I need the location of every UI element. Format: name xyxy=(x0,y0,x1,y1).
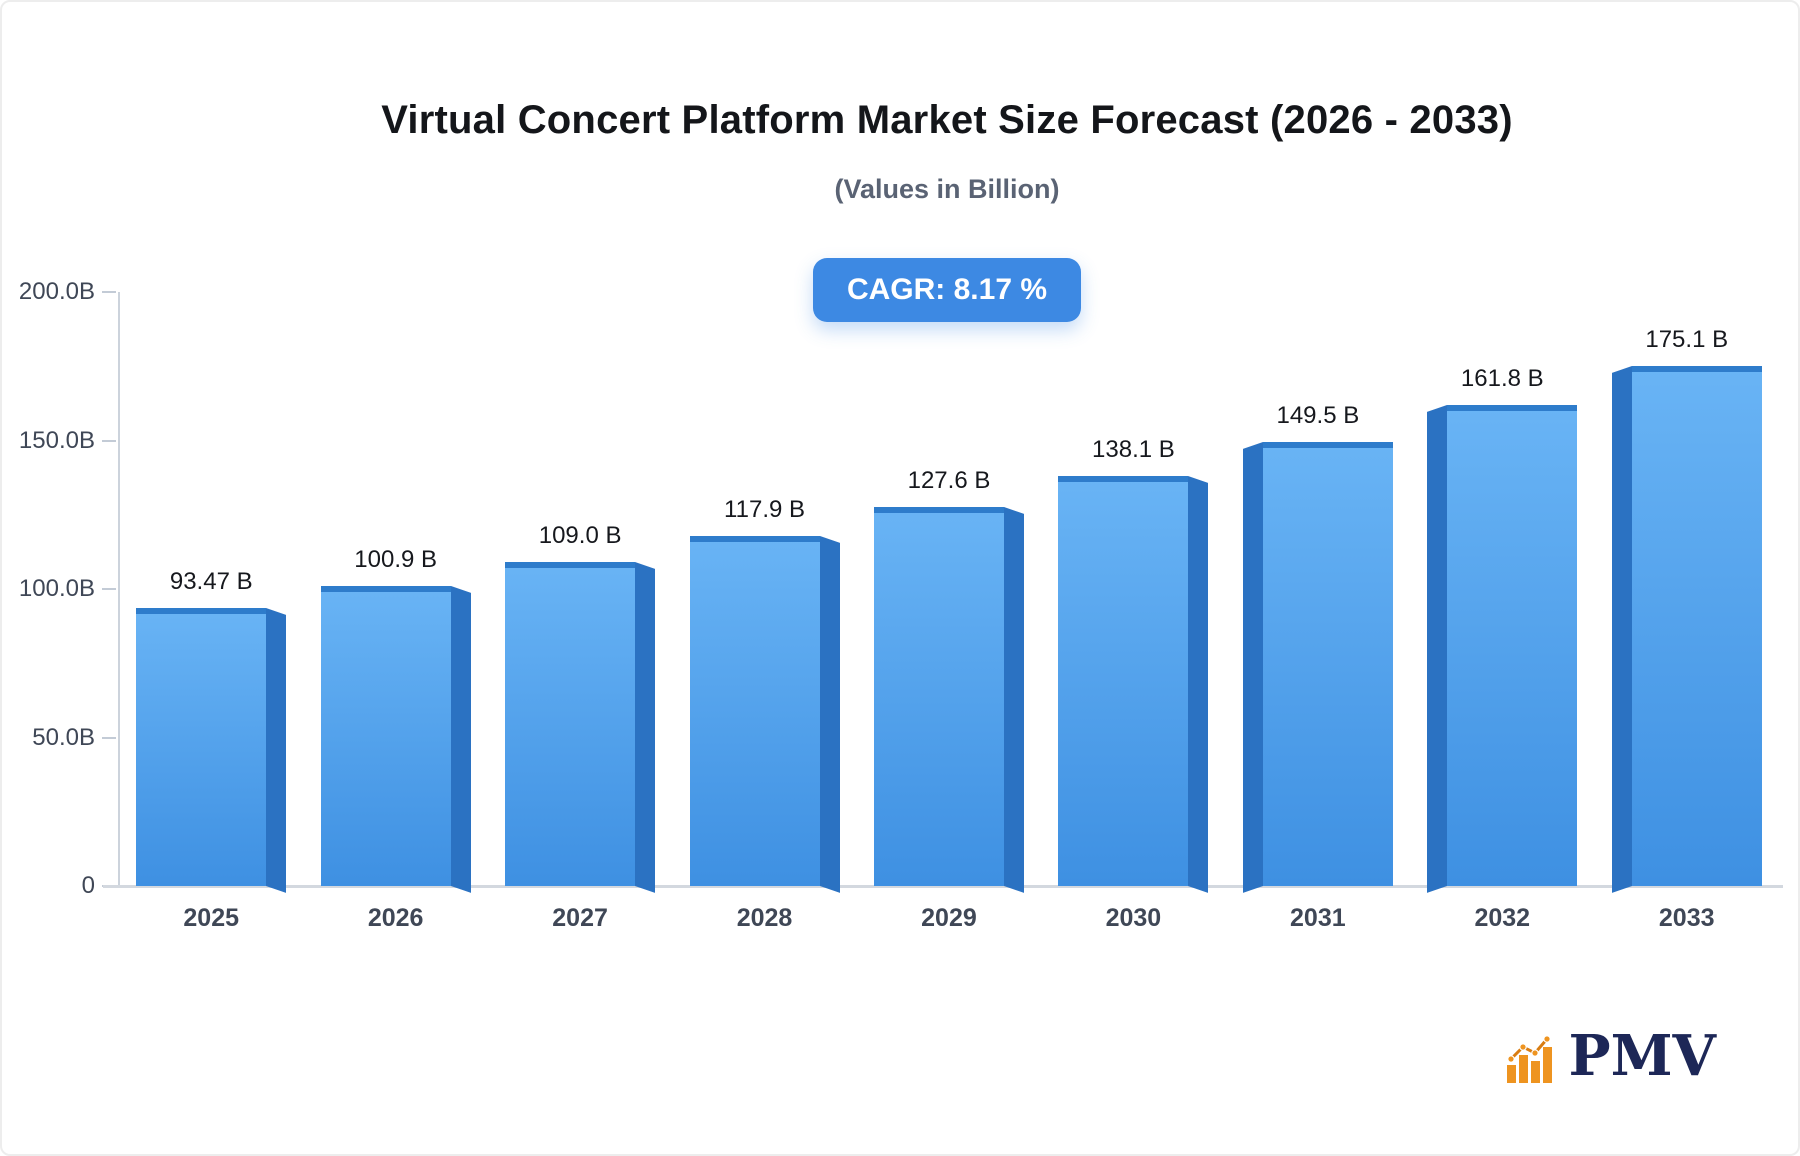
bar-side-face xyxy=(635,562,656,893)
bar-top-face xyxy=(873,507,1004,514)
bar-top-face xyxy=(505,562,636,569)
x-axis-label: 2027 xyxy=(552,904,608,932)
chart-subtitle: (Values in Billion) xyxy=(834,174,1060,204)
bar-2028: 117.9 B xyxy=(689,496,840,893)
bar-side-face xyxy=(1003,507,1024,893)
x-axis-label: 2025 xyxy=(183,904,240,932)
bar-side-face xyxy=(1427,405,1448,893)
chart-title: Virtual Concert Platform Market Size For… xyxy=(381,98,1513,142)
bar-chart-logo-icon xyxy=(1507,1035,1553,1084)
y-tick-mark xyxy=(102,439,116,442)
bar-2025: 93.47 B xyxy=(136,568,287,893)
y-tick-label: 150.0B xyxy=(18,426,95,454)
bar-front-face xyxy=(1631,365,1762,886)
y-tick-mark xyxy=(102,588,116,590)
bar-value-label: 100.9 B xyxy=(354,546,438,574)
bar-group-2032: 161.8 B 2032 xyxy=(1410,292,1594,932)
bar-side-face xyxy=(1242,442,1263,893)
bar-side-face xyxy=(1188,475,1209,893)
bar-front-face xyxy=(320,586,451,886)
brand-text: PMV xyxy=(1568,1023,1716,1089)
brand-logo: PMV xyxy=(1506,1023,1716,1089)
bar-group-2030: 138.1 B 2030 xyxy=(1041,292,1225,932)
x-axis-label: 2028 xyxy=(736,904,793,932)
bar-2033: 175.1 B xyxy=(1611,326,1762,893)
x-axis-label: 2029 xyxy=(921,904,977,932)
bar-value-label: 149.5 B xyxy=(1276,402,1360,429)
x-axis-label: 2026 xyxy=(367,904,424,932)
bar-group-2025: 93.47 B 2025 xyxy=(119,292,303,932)
bar-2032: 161.8 B xyxy=(1427,365,1578,893)
bar-front-face xyxy=(689,535,820,886)
y-tick-label: 0 xyxy=(81,872,95,899)
bar-2027: 109.0 B xyxy=(505,522,656,893)
x-axis-label: 2031 xyxy=(1290,904,1346,932)
bar-chart-plot-area: 93.47 B 2025 100.9 B 2026 109.0 B 2027 117.9 B… xyxy=(19,278,1783,932)
bar-group-2033: 175.1 B 2033 xyxy=(1595,292,1779,932)
bar-front-face xyxy=(505,562,636,886)
bar-front-face xyxy=(873,507,1004,886)
bar-value-label: 138.1 B xyxy=(1092,435,1175,463)
bar-group-2031: 149.5 B 2031 xyxy=(1226,292,1410,932)
bar-2030: 138.1 B xyxy=(1058,436,1209,893)
bar-group-2028: 117.9 B 2028 xyxy=(672,292,856,932)
cagr-badge-row: CAGR: 8.17 % xyxy=(96,258,1798,322)
bar-top-face xyxy=(1058,475,1189,482)
x-axis-label: 2032 xyxy=(1474,904,1531,932)
bar-front-face xyxy=(1262,442,1393,886)
bar-value-label: 161.8 B xyxy=(1460,365,1544,393)
bar-group-2027: 109.0 B 2027 xyxy=(488,292,672,932)
bar-value-label: 127.6 B xyxy=(907,467,991,495)
bar-top-face xyxy=(136,608,267,615)
bar-2031: 149.5 B xyxy=(1242,402,1393,893)
bar-value-label: 117.9 B xyxy=(724,495,806,523)
bar-2029: 127.6 B xyxy=(873,467,1024,893)
bar-top-face xyxy=(1262,442,1393,448)
y-tick-mark xyxy=(102,291,116,293)
x-axis-label: 2033 xyxy=(1658,904,1715,932)
y-tick-mark xyxy=(102,736,116,739)
bar-top-face xyxy=(689,535,820,542)
y-tick-label: 100.0B xyxy=(18,575,95,602)
x-axis-baseline xyxy=(103,885,1783,888)
bar-front-face xyxy=(1447,405,1578,886)
bar-top-face xyxy=(1447,405,1578,412)
bar-side-face xyxy=(1611,365,1632,893)
y-tick-label: 50.0B xyxy=(32,723,95,751)
bar-value-label: 109.0 B xyxy=(538,522,622,550)
bars-row: 93.47 B 2025 100.9 B 2026 109.0 B 2027 117.9 B… xyxy=(119,292,1779,932)
bar-group-2029: 127.6 B 2029 xyxy=(857,292,1041,932)
bar-top-face xyxy=(320,586,451,593)
bar-side-face xyxy=(819,535,840,893)
bar-side-face xyxy=(450,586,471,893)
bar-front-face xyxy=(1058,475,1189,886)
x-axis-label: 2030 xyxy=(1105,904,1162,932)
y-axis-line xyxy=(118,292,120,886)
cagr-badge: CAGR: 8.17 % xyxy=(812,258,1082,322)
bar-top-face xyxy=(1631,365,1762,372)
bar-group-2026: 100.9 B 2026 xyxy=(303,292,487,932)
bar-front-face xyxy=(136,608,267,886)
y-tick-label: 200.0B xyxy=(18,278,95,305)
bar-value-label: 93.47 B xyxy=(169,568,253,596)
bar-2026: 100.9 B xyxy=(320,546,471,893)
bar-side-face xyxy=(266,608,287,893)
bar-value-label: 175.1 B xyxy=(1645,325,1729,353)
